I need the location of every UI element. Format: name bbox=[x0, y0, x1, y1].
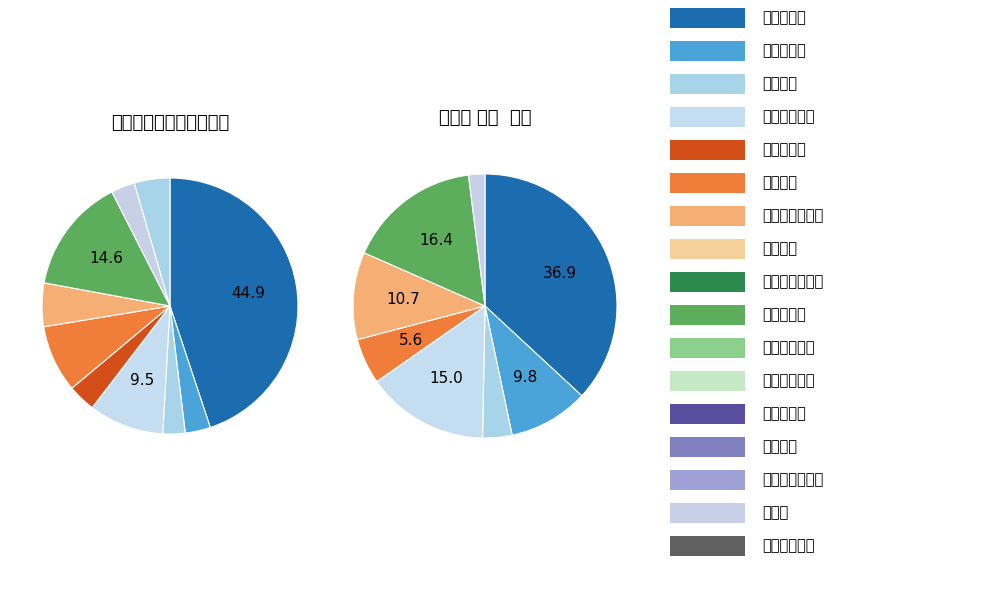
Wedge shape bbox=[163, 306, 185, 434]
Text: 10.7: 10.7 bbox=[387, 292, 420, 307]
Wedge shape bbox=[483, 306, 512, 438]
Wedge shape bbox=[134, 178, 170, 306]
Text: 14.6: 14.6 bbox=[89, 251, 123, 266]
Text: チェンジアップ: チェンジアップ bbox=[762, 209, 823, 224]
Text: ナックル: ナックル bbox=[762, 439, 797, 455]
Text: スプリット: スプリット bbox=[762, 142, 806, 157]
Text: パワーカーブ: パワーカーブ bbox=[762, 373, 814, 389]
Text: スライダー: スライダー bbox=[762, 307, 806, 323]
Text: 9.8: 9.8 bbox=[513, 370, 537, 385]
Wedge shape bbox=[92, 306, 170, 434]
FancyBboxPatch shape bbox=[670, 305, 745, 325]
FancyBboxPatch shape bbox=[670, 173, 745, 193]
FancyBboxPatch shape bbox=[670, 338, 745, 358]
Text: 縦スライダー: 縦スライダー bbox=[762, 341, 814, 355]
Text: 16.4: 16.4 bbox=[419, 233, 453, 248]
Title: 長谷川 信哉  選手: 長谷川 信哉 選手 bbox=[439, 109, 531, 127]
Wedge shape bbox=[44, 306, 170, 388]
Wedge shape bbox=[377, 306, 485, 438]
FancyBboxPatch shape bbox=[670, 239, 745, 259]
FancyBboxPatch shape bbox=[670, 536, 745, 556]
Text: ストレート: ストレート bbox=[762, 10, 806, 25]
Wedge shape bbox=[485, 174, 617, 396]
Text: 5.6: 5.6 bbox=[399, 333, 423, 348]
Text: スクリュー: スクリュー bbox=[762, 407, 806, 421]
Wedge shape bbox=[353, 253, 485, 340]
Wedge shape bbox=[364, 175, 485, 306]
Wedge shape bbox=[72, 306, 170, 407]
Wedge shape bbox=[44, 192, 170, 306]
Wedge shape bbox=[357, 306, 485, 382]
Text: カットボール: カットボール bbox=[762, 109, 814, 125]
FancyBboxPatch shape bbox=[670, 371, 745, 391]
FancyBboxPatch shape bbox=[670, 107, 745, 127]
FancyBboxPatch shape bbox=[670, 272, 745, 292]
Text: 9.5: 9.5 bbox=[130, 373, 155, 388]
FancyBboxPatch shape bbox=[670, 74, 745, 94]
FancyBboxPatch shape bbox=[670, 8, 745, 28]
Text: 36.9: 36.9 bbox=[543, 266, 577, 281]
FancyBboxPatch shape bbox=[670, 470, 745, 490]
Wedge shape bbox=[170, 178, 298, 427]
Text: ナックルカーブ: ナックルカーブ bbox=[762, 473, 823, 487]
FancyBboxPatch shape bbox=[670, 206, 745, 226]
Wedge shape bbox=[42, 283, 170, 327]
Text: シュート: シュート bbox=[762, 76, 797, 91]
Wedge shape bbox=[170, 306, 210, 433]
Text: 高速スライダー: 高速スライダー bbox=[762, 275, 823, 289]
Text: スローカーブ: スローカーブ bbox=[762, 539, 814, 553]
Wedge shape bbox=[485, 306, 582, 435]
Text: フォーク: フォーク bbox=[762, 176, 797, 191]
Title: パ・リーグ全プレイヤー: パ・リーグ全プレイヤー bbox=[111, 115, 229, 133]
Wedge shape bbox=[468, 174, 485, 306]
FancyBboxPatch shape bbox=[670, 41, 745, 61]
Text: ツーシーム: ツーシーム bbox=[762, 43, 806, 58]
Wedge shape bbox=[112, 183, 170, 306]
FancyBboxPatch shape bbox=[670, 503, 745, 523]
Text: カーブ: カーブ bbox=[762, 505, 788, 520]
Text: 44.9: 44.9 bbox=[231, 286, 265, 301]
Text: シンカー: シンカー bbox=[762, 241, 797, 257]
FancyBboxPatch shape bbox=[670, 437, 745, 457]
FancyBboxPatch shape bbox=[670, 140, 745, 160]
Text: 15.0: 15.0 bbox=[430, 371, 463, 386]
FancyBboxPatch shape bbox=[670, 404, 745, 424]
